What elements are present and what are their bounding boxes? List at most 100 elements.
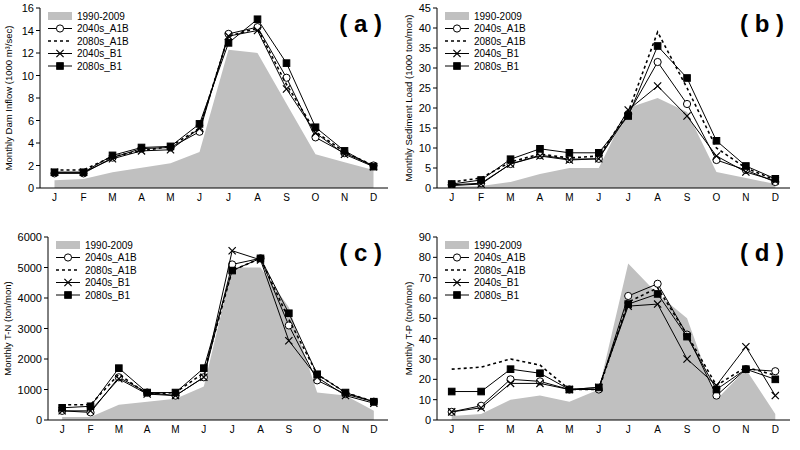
line-series <box>62 258 374 407</box>
x-tick-label: M <box>108 192 116 203</box>
x-tick-label: F <box>87 424 93 435</box>
marker <box>478 177 485 184</box>
y-tick-label: 60 <box>419 292 431 304</box>
legend-label: 2080s_B1 <box>77 61 122 72</box>
legend: 1990-20092040s_A1B2080s_A1B2040s_B12080s… <box>56 240 137 301</box>
x-tick-label: J <box>60 424 65 435</box>
y-tick-label: 2 <box>28 160 34 172</box>
x-tick-label: M <box>115 424 123 435</box>
y-tick <box>433 338 437 339</box>
x-tick-label: O <box>312 192 320 203</box>
y-tick <box>44 328 48 329</box>
marker <box>225 33 232 40</box>
x-tick-label: J <box>197 192 202 203</box>
legend-marker <box>453 25 460 32</box>
marker <box>51 170 58 177</box>
x-tick-label: M <box>166 192 174 203</box>
y-tick <box>433 128 437 129</box>
legend-marker <box>57 63 64 70</box>
marker <box>201 365 208 372</box>
marker <box>595 384 602 391</box>
marker <box>448 181 455 188</box>
x-tick-label: O <box>713 192 721 203</box>
legend-marker <box>56 50 63 57</box>
legend-marker <box>56 25 63 32</box>
y-tick <box>44 267 48 268</box>
y-tick <box>433 108 437 109</box>
x-tick-label: J <box>626 192 631 203</box>
marker <box>507 376 514 383</box>
y-tick <box>36 143 40 144</box>
marker <box>772 368 779 375</box>
marker <box>625 113 632 120</box>
marker <box>654 291 661 298</box>
y-tick-label: 14 <box>22 25 34 37</box>
x-tick-label: M <box>565 424 573 435</box>
marker <box>537 370 544 377</box>
panel-label: ( a ) <box>339 10 382 37</box>
legend-line <box>48 40 72 42</box>
x-tick-label: J <box>230 424 235 435</box>
marker <box>713 138 720 145</box>
legend-swatch <box>56 241 80 249</box>
marker <box>536 380 543 387</box>
x-tick-label: O <box>313 424 321 435</box>
marker <box>342 389 349 396</box>
x-tick-label: A <box>537 424 544 435</box>
x-tick-label: J <box>596 192 601 203</box>
marker <box>257 255 264 262</box>
y-tick-label: 30 <box>419 62 431 74</box>
marker <box>80 170 87 177</box>
x-tick-label: S <box>285 424 292 435</box>
y-tick-label: 4000 <box>18 292 42 304</box>
legend-label: 2040s_B1 <box>474 277 519 288</box>
marker <box>683 355 690 362</box>
marker <box>167 143 174 150</box>
y-axis-title: Monthly T-P (ton/mon) <box>403 282 414 376</box>
x-tick-label: A <box>537 192 544 203</box>
marker <box>87 403 94 410</box>
y-tick <box>36 8 40 9</box>
marker <box>566 386 573 393</box>
y-tick <box>36 120 40 121</box>
marker <box>478 404 485 411</box>
panel-label: ( c ) <box>339 239 382 266</box>
y-tick-label: 0 <box>28 182 34 194</box>
line-series <box>62 251 374 411</box>
y-tick <box>433 399 437 400</box>
x-tick-label: F <box>478 192 484 203</box>
panel: 0246810121416JFMAMJJASONDMonthly Dam Inf… <box>3 2 388 203</box>
y-tick <box>44 359 48 360</box>
legend-swatch <box>445 12 469 20</box>
legend-marker <box>64 254 71 261</box>
y-tick-label: 10 <box>419 142 431 154</box>
area-series <box>452 263 776 420</box>
y-tick <box>36 188 40 189</box>
legend-label: 1990-2009 <box>77 11 125 22</box>
marker <box>371 398 378 405</box>
y-tick-label: 4 <box>28 137 34 149</box>
marker <box>200 374 207 381</box>
x-tick-label: A <box>254 192 261 203</box>
legend-label: 2080s_B1 <box>85 290 130 301</box>
y-tick <box>36 98 40 99</box>
x-tick-label: D <box>370 192 377 203</box>
marker <box>625 292 632 299</box>
x-tick-label: J <box>52 192 57 203</box>
line-series <box>452 46 776 184</box>
marker <box>172 389 179 396</box>
legend-swatch <box>445 241 469 249</box>
line-series <box>452 294 776 392</box>
marker <box>370 163 377 170</box>
legend-line <box>56 269 80 271</box>
area-series <box>55 50 374 188</box>
y-tick-label: 16 <box>22 2 34 14</box>
y-tick-label: 8 <box>28 92 34 104</box>
marker <box>116 365 123 372</box>
x-tick-label: A <box>257 424 264 435</box>
y-tick <box>44 389 48 390</box>
marker <box>625 301 632 308</box>
legend-line <box>445 40 469 42</box>
marker <box>80 169 87 176</box>
x-tick-label: O <box>713 424 721 435</box>
